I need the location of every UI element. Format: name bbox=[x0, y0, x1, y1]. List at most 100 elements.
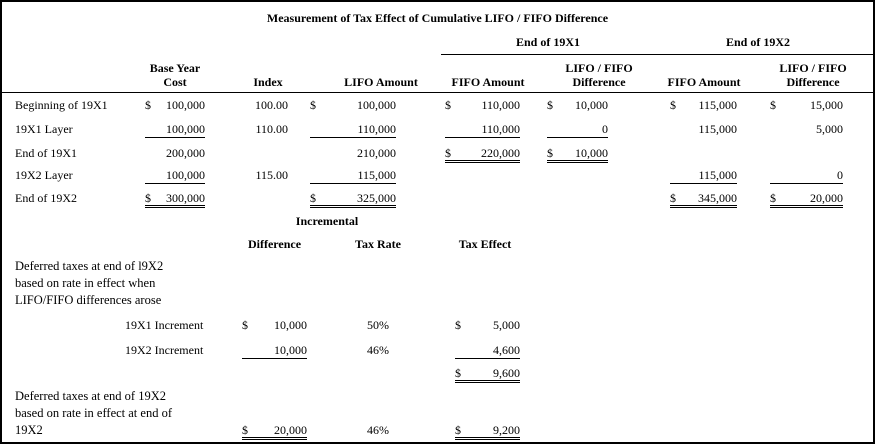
cell-beginning-19x1-base-year-cost: $100,000 bbox=[145, 98, 205, 113]
currency-sign: $ bbox=[242, 423, 248, 437]
amount: 115,000 bbox=[698, 168, 737, 182]
amount: 115,000 bbox=[357, 168, 396, 182]
amount: 115,000 bbox=[698, 98, 737, 112]
currency-sign: $ bbox=[455, 318, 461, 332]
col-header-line: Cost bbox=[163, 75, 187, 89]
amount: 100,000 bbox=[357, 98, 396, 112]
group-header-end-of-19x1: End of 19X1 bbox=[515, 35, 580, 49]
cell-end-19x2-base-year-cost: $300,000 bbox=[145, 191, 205, 208]
cell-end-19x1-lifo-amount: 210,000 bbox=[310, 146, 396, 161]
row-label-beginning-of-19x1: Beginning of 19X1 bbox=[15, 98, 108, 112]
amount: 0 bbox=[602, 122, 608, 136]
row-label-19x2-layer: 19X2 Layer bbox=[15, 168, 73, 182]
row-label-19x1-layer: 19X1 Layer bbox=[15, 122, 73, 136]
amount: 10,000 bbox=[274, 343, 307, 357]
cell-beginning-19x1-difference-19x2: $15,000 bbox=[770, 98, 843, 113]
amount: 220,000 bbox=[481, 146, 520, 160]
cell-19x1-increment-tax-rate: 50% bbox=[343, 318, 413, 333]
col-header-line: Difference bbox=[572, 75, 626, 89]
cell-end-19x2-fifo-amount-19x2: $345,000 bbox=[670, 191, 737, 208]
cell-19x1-layer-base-year-cost: 100,000 bbox=[145, 122, 205, 138]
cell-beginning-19x1-fifo-amount-19x2: $115,000 bbox=[670, 98, 737, 113]
amount: 50% bbox=[367, 318, 389, 332]
amount: 0 bbox=[837, 168, 843, 182]
col-header-line: LIFO / FIFO bbox=[779, 61, 847, 75]
cell-end-19x2-lifo-amount: $325,000 bbox=[310, 191, 396, 208]
amount: 9,600 bbox=[493, 366, 520, 380]
cell-19x2-layer-index: 115.00 bbox=[230, 168, 288, 183]
amount: 115,000 bbox=[698, 122, 737, 136]
section-header-incremental: Incremental bbox=[295, 214, 359, 228]
cell-final-difference: $20,000 bbox=[242, 423, 307, 440]
amount: 345,000 bbox=[698, 191, 737, 205]
currency-sign: $ bbox=[547, 98, 553, 112]
currency-sign: $ bbox=[770, 191, 776, 205]
currency-sign: $ bbox=[242, 318, 248, 332]
cell-19x2-increment-tax-effect: 4,600 bbox=[455, 343, 520, 359]
cell-19x1-increment-tax-effect: $5,000 bbox=[455, 318, 520, 333]
cell-end-19x1-fifo-amount-19x1: $220,000 bbox=[445, 146, 520, 163]
cell-19x1-layer-difference-19x2: 5,000 bbox=[770, 122, 843, 137]
cell-19x1-layer-difference-19x1: 0 bbox=[547, 122, 608, 138]
amount: 115.00 bbox=[255, 168, 288, 182]
cell-19x2-increment-tax-rate: 46% bbox=[343, 343, 413, 358]
group-header-rule bbox=[441, 54, 873, 55]
cell-19x1-increment-difference: $10,000 bbox=[242, 318, 307, 333]
amount: 300,000 bbox=[166, 191, 205, 205]
cell-final-tax-effect: $9,200 bbox=[455, 423, 520, 440]
currency-sign: $ bbox=[770, 98, 776, 112]
col-header-lifo-fifo-difference-19x2: LIFO / FIFO Difference bbox=[762, 61, 864, 89]
amount: 5,000 bbox=[493, 318, 520, 332]
cell-beginning-19x1-fifo-amount-19x1: $110,000 bbox=[445, 98, 520, 113]
currency-sign: $ bbox=[455, 366, 461, 380]
col-header-index: Index bbox=[253, 75, 283, 89]
deferred-taxes-note-1: Deferred taxes at end of l9X2 based on r… bbox=[15, 258, 163, 309]
col-header-line: Difference bbox=[786, 75, 840, 89]
cell-19x2-layer-fifo-amount-19x2: 115,000 bbox=[670, 168, 737, 184]
cell-19x1-layer-lifo-amount: 110,000 bbox=[310, 122, 396, 138]
cell-beginning-19x1-lifo-amount: $100,000 bbox=[310, 98, 396, 113]
col-header-lifo-amount: LIFO Amount bbox=[344, 75, 418, 89]
row-label-19x1-increment: 19X1 Increment bbox=[125, 318, 204, 332]
col-header-tax-effect: Tax Effect bbox=[458, 237, 512, 251]
cell-subtotal-tax-effect: $9,600 bbox=[455, 366, 520, 383]
note-line: Deferred taxes at end of l9X2 bbox=[15, 259, 164, 273]
currency-sign: $ bbox=[310, 98, 316, 112]
col-header-line: LIFO / FIFO bbox=[565, 61, 633, 75]
currency-sign: $ bbox=[445, 98, 451, 112]
note-line: LIFO/FIFO differences arose bbox=[15, 293, 162, 307]
amount: 4,600 bbox=[493, 343, 520, 357]
col-header-tax-rate: Tax Rate bbox=[355, 237, 401, 251]
amount: 325,000 bbox=[357, 191, 396, 205]
cell-19x1-layer-index: 110.00 bbox=[230, 122, 288, 137]
amount: 210,000 bbox=[357, 146, 396, 160]
amount: 46% bbox=[367, 343, 389, 357]
amount: 100,000 bbox=[166, 98, 205, 112]
amount: 10,000 bbox=[274, 318, 307, 332]
note-line: based on rate in effect when bbox=[15, 276, 156, 290]
amount: 15,000 bbox=[810, 98, 843, 112]
currency-sign: $ bbox=[310, 191, 316, 205]
cell-beginning-19x1-index: 100.00 bbox=[230, 98, 288, 113]
deferred-taxes-note-2: Deferred taxes at end of 19X2 based on r… bbox=[15, 388, 172, 439]
currency-sign: $ bbox=[455, 423, 461, 437]
amount: 100,000 bbox=[166, 122, 205, 136]
group-header-end-of-19x2: End of 19X2 bbox=[725, 35, 790, 49]
amount: 20,000 bbox=[274, 423, 307, 437]
col-header-lifo-fifo-difference-19x1: LIFO / FIFO Difference bbox=[547, 61, 651, 89]
currency-sign: $ bbox=[445, 146, 451, 160]
document-title: Measurement of Tax Effect of Cumulative … bbox=[266, 11, 609, 25]
row-label-end-of-19x1: End of 19X1 bbox=[15, 146, 77, 160]
amount: 20,000 bbox=[810, 191, 843, 205]
row-label-19x2-increment: 19X2 Increment bbox=[125, 343, 204, 357]
currency-sign: $ bbox=[670, 98, 676, 112]
col-header-base-year-cost: Base Year Cost bbox=[143, 61, 207, 89]
cell-end-19x1-base-year-cost: 200,000 bbox=[145, 146, 205, 161]
amount: 110,000 bbox=[357, 122, 396, 136]
amount: 9,200 bbox=[493, 423, 520, 437]
cell-beginning-19x1-difference-19x1: $10,000 bbox=[547, 98, 608, 113]
cell-19x2-layer-difference-19x2: 0 bbox=[770, 168, 843, 184]
currency-sign: $ bbox=[145, 191, 151, 205]
cell-19x2-increment-difference: 10,000 bbox=[242, 343, 307, 359]
cell-19x1-layer-fifo-amount-19x1: 110,000 bbox=[445, 122, 520, 138]
